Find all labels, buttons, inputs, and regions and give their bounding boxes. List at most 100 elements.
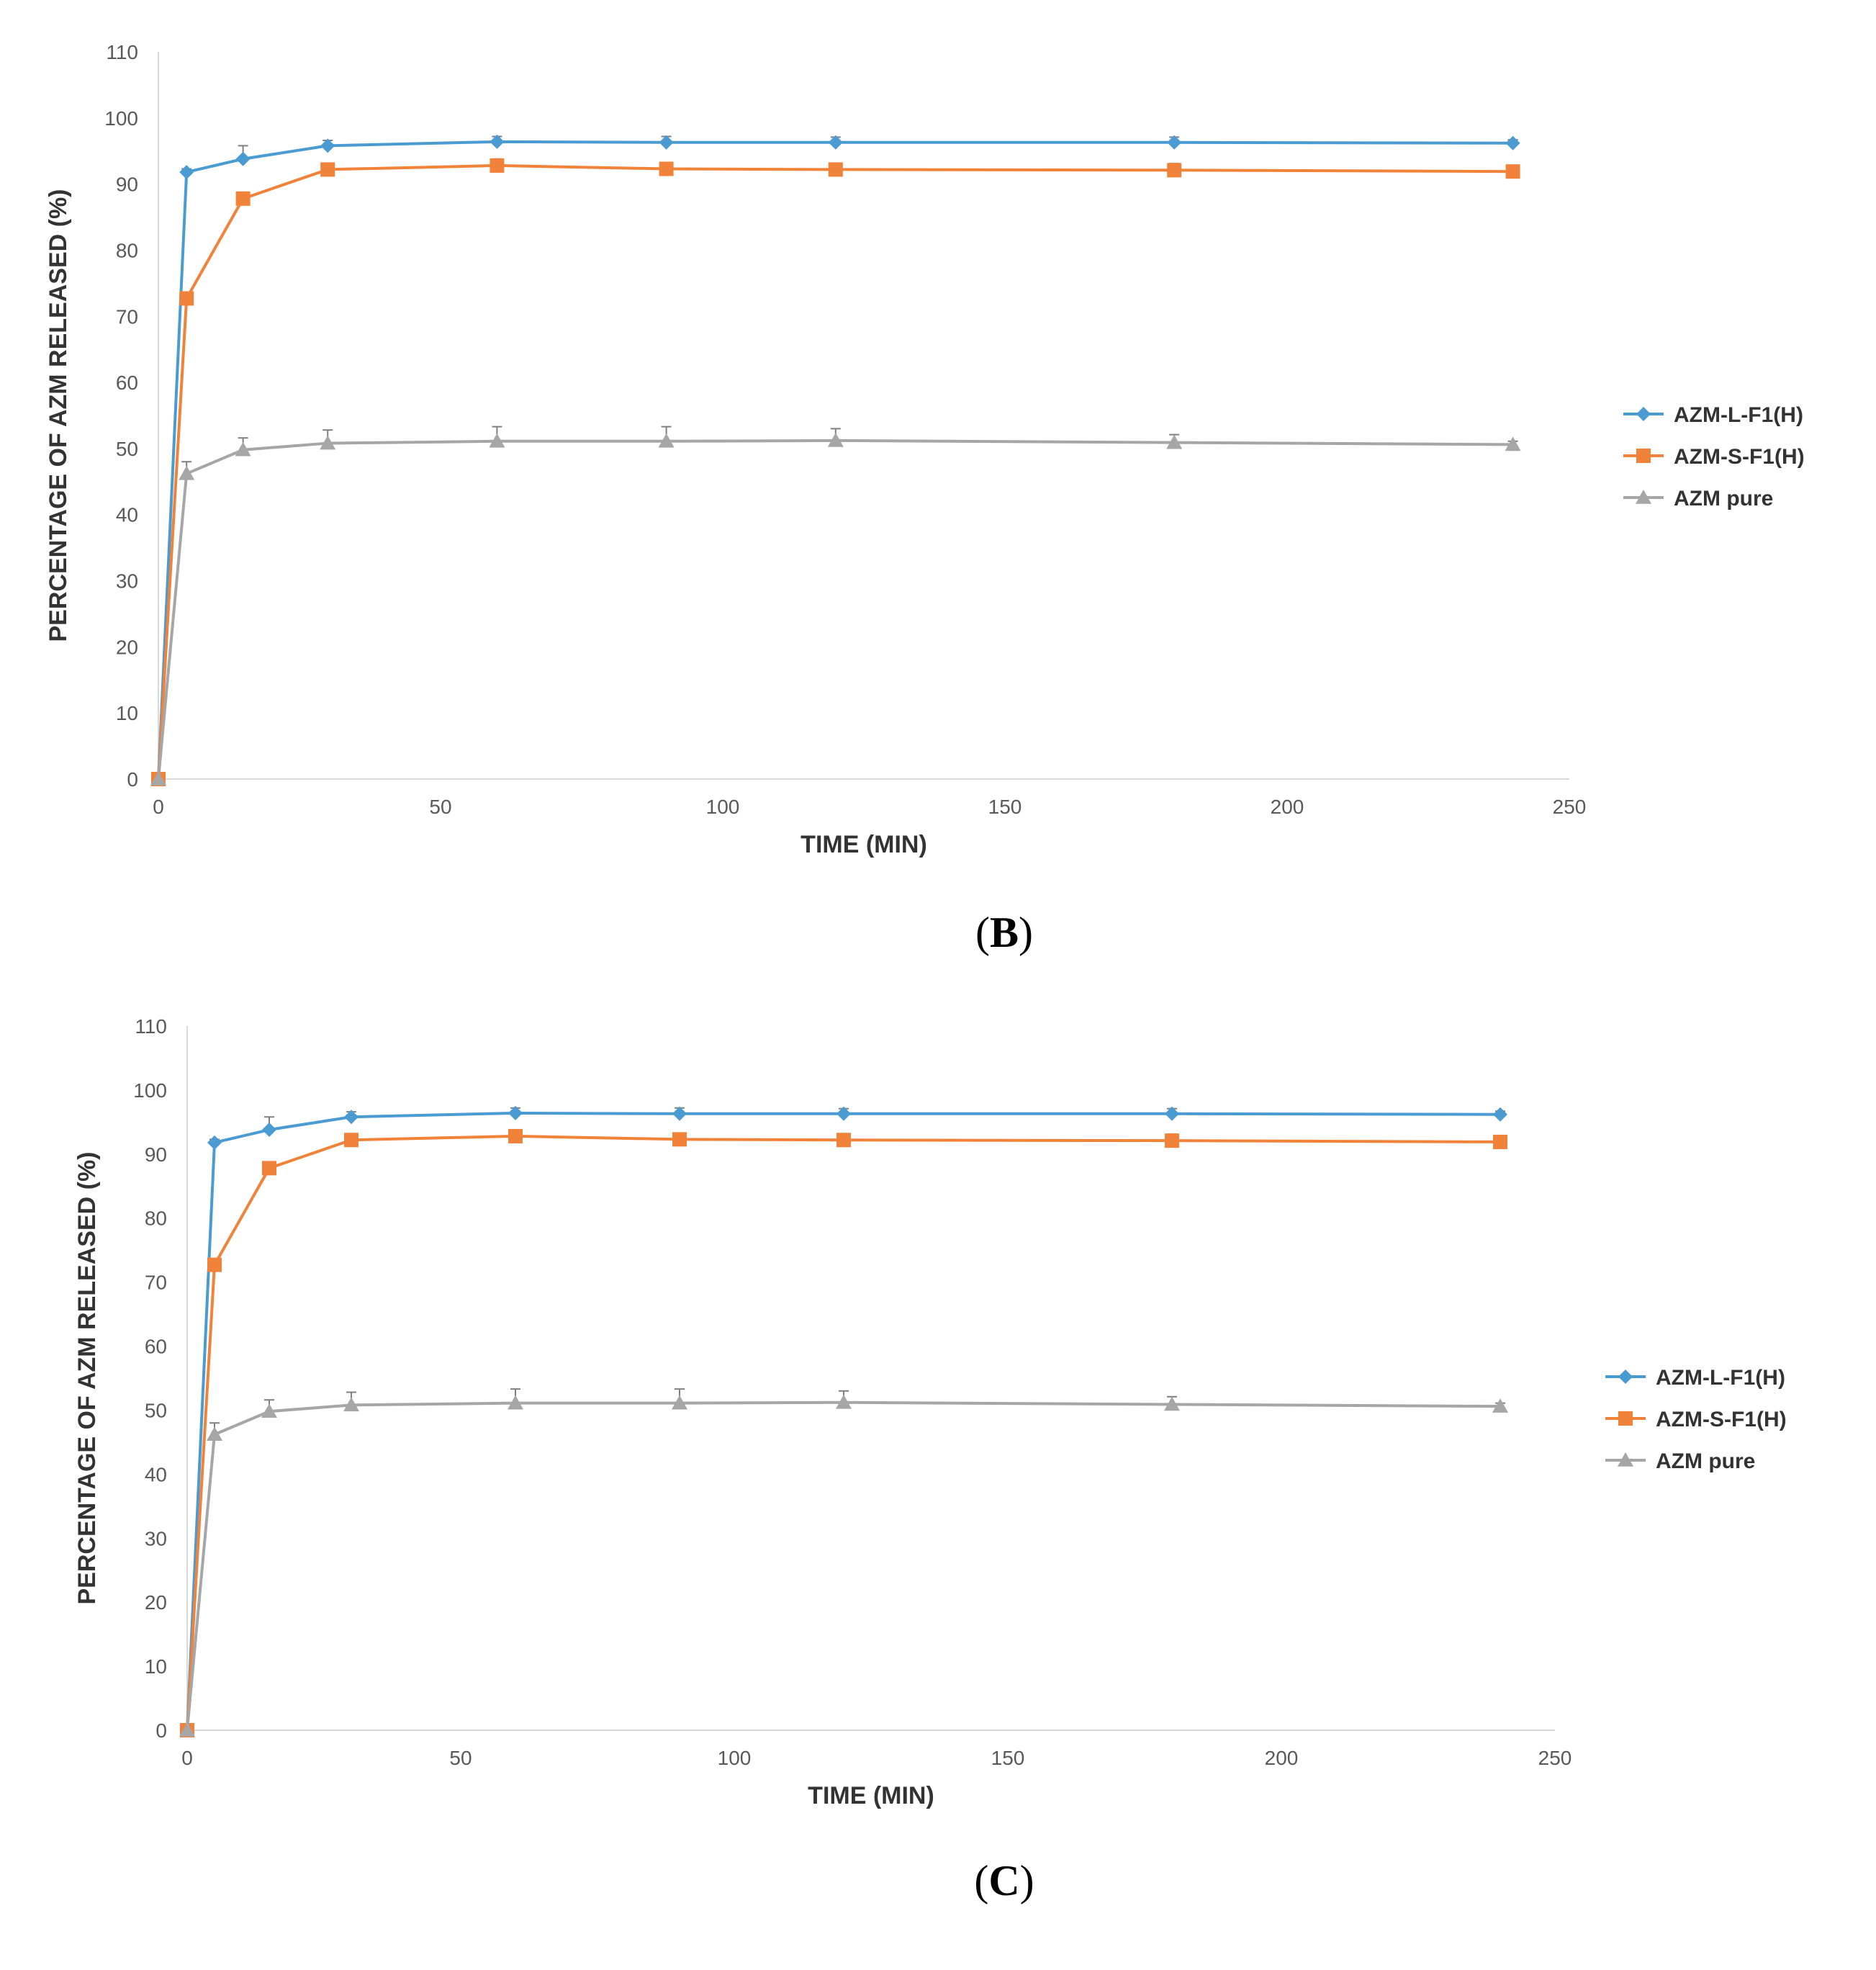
x-axis-title: TIME (MIN) xyxy=(801,831,927,858)
data-point xyxy=(489,433,505,448)
y-tick-label: 0 xyxy=(155,1719,167,1742)
series-line xyxy=(157,140,1513,780)
y-tick-label: 20 xyxy=(116,636,138,658)
y-tick-label: 30 xyxy=(145,1527,167,1550)
y-tick-label: 70 xyxy=(145,1272,167,1294)
data-point xyxy=(320,435,336,450)
data-point xyxy=(207,1257,222,1272)
series-line xyxy=(186,1134,1501,1731)
x-tick-label: 250 xyxy=(1553,796,1587,818)
data-point xyxy=(658,433,675,448)
data-point xyxy=(508,1105,523,1120)
data-point xyxy=(344,1110,358,1125)
y-tick-label: 50 xyxy=(116,438,138,460)
data-point xyxy=(343,1397,359,1412)
legend-label: AZM-L-F1(H) xyxy=(1674,403,1803,427)
legend-marker xyxy=(1618,1452,1633,1467)
data-point xyxy=(262,1161,276,1176)
x-tick-label: 100 xyxy=(718,1747,752,1769)
panel-label: (B) xyxy=(975,909,1033,956)
x-tick-label: 50 xyxy=(429,796,451,818)
legend-entry: AZM-S-F1(H) xyxy=(1623,445,1805,469)
legend-label: AZM pure xyxy=(1656,1449,1755,1473)
data-point xyxy=(1505,135,1520,150)
x-tick-label: 200 xyxy=(1265,1747,1299,1769)
x-tick-label: 150 xyxy=(988,796,1022,818)
y-tick-label: 90 xyxy=(145,1143,167,1166)
y-tick-label: 10 xyxy=(116,702,138,724)
data-point xyxy=(1165,1106,1179,1121)
x-tick-label: 150 xyxy=(991,1747,1025,1769)
x-tick-label: 250 xyxy=(1538,1747,1572,1769)
data-point xyxy=(1167,135,1182,150)
data-point xyxy=(320,162,335,177)
data-point xyxy=(1166,434,1183,449)
data-point xyxy=(1493,1134,1507,1149)
chart-panel-c: 0 10 20 30 40 50 60 70 80 90 100 110 0 50 100 150 200 250… xyxy=(73,1015,1787,1904)
panel-label: (C) xyxy=(974,1857,1034,1904)
data-point xyxy=(508,1395,523,1410)
legend-label: AZM-S-F1(H) xyxy=(1674,445,1805,469)
y-tick-label: 60 xyxy=(116,372,138,394)
data-point xyxy=(508,1128,523,1143)
series-azm-l-f1-h xyxy=(180,1105,1507,1737)
data-point xyxy=(659,135,674,150)
x-tick-label: 100 xyxy=(706,796,740,818)
legend-entry: AZM-L-F1(H) xyxy=(1623,403,1803,427)
data-point xyxy=(1165,1133,1179,1148)
data-point xyxy=(207,1426,222,1441)
y-tick-label: 40 xyxy=(145,1463,167,1485)
series-line xyxy=(186,1400,1501,1731)
legend-label: AZM-L-F1(H) xyxy=(1656,1366,1785,1390)
legend-marker xyxy=(1636,490,1651,504)
legend-label: AZM pure xyxy=(1674,487,1773,511)
data-point xyxy=(490,158,505,173)
data-point xyxy=(836,1106,851,1121)
y-tick-label: 100 xyxy=(133,1079,167,1102)
y-tick-label: 90 xyxy=(116,174,138,196)
y-tick-label: 110 xyxy=(135,1015,167,1038)
data-point xyxy=(179,291,194,306)
data-point xyxy=(262,1123,276,1138)
data-point xyxy=(659,161,674,176)
legend-marker xyxy=(1636,407,1651,421)
y-tick-label: 110 xyxy=(106,41,138,63)
chart-panel-b: 0 10 20 30 40 50 60 70 80 90 100 110 0 50 100 150 200 250… xyxy=(45,41,1805,956)
data-point xyxy=(490,134,505,149)
y-axis-title: PERCENTAGE OF AZM RELEASED (%) xyxy=(45,189,72,642)
y-tick-label: 10 xyxy=(145,1655,167,1678)
y-tick-label: 30 xyxy=(116,570,138,593)
x-tick-label: 0 xyxy=(153,796,164,818)
legend-entry: AZM-L-F1(H) xyxy=(1605,1366,1785,1390)
series-azm-s-f1-h xyxy=(151,158,1520,786)
y-tick-label: 80 xyxy=(145,1207,167,1230)
series-azm-pure xyxy=(179,1388,1508,1737)
data-point xyxy=(1492,1398,1508,1413)
data-point xyxy=(235,441,251,456)
x-tick-label: 200 xyxy=(1271,796,1304,818)
y-axis-title: PERCENTAGE OF AZM RELEASED (%) xyxy=(73,1151,101,1604)
legend-entry: AZM-S-F1(H) xyxy=(1605,1408,1787,1431)
data-point xyxy=(179,465,195,480)
data-point xyxy=(828,135,843,150)
data-point xyxy=(235,191,251,206)
series-line xyxy=(157,163,1513,780)
y-tick-label: 50 xyxy=(145,1399,167,1421)
data-point xyxy=(672,1395,687,1410)
y-tick-label: 20 xyxy=(145,1591,167,1614)
legend-marker xyxy=(1618,1411,1633,1426)
data-point xyxy=(1164,1396,1180,1411)
y-tick-label: 40 xyxy=(116,504,138,526)
data-point xyxy=(827,432,844,447)
x-tick-label: 50 xyxy=(449,1747,472,1769)
data-point xyxy=(1505,164,1520,179)
data-point xyxy=(1493,1107,1507,1122)
legend-marker xyxy=(1618,1369,1633,1384)
data-point xyxy=(1167,163,1182,178)
data-point xyxy=(320,138,335,153)
data-point xyxy=(179,1722,195,1737)
x-axis-title: TIME (MIN) xyxy=(808,1782,934,1809)
data-point xyxy=(672,1106,687,1121)
data-point xyxy=(235,151,251,166)
